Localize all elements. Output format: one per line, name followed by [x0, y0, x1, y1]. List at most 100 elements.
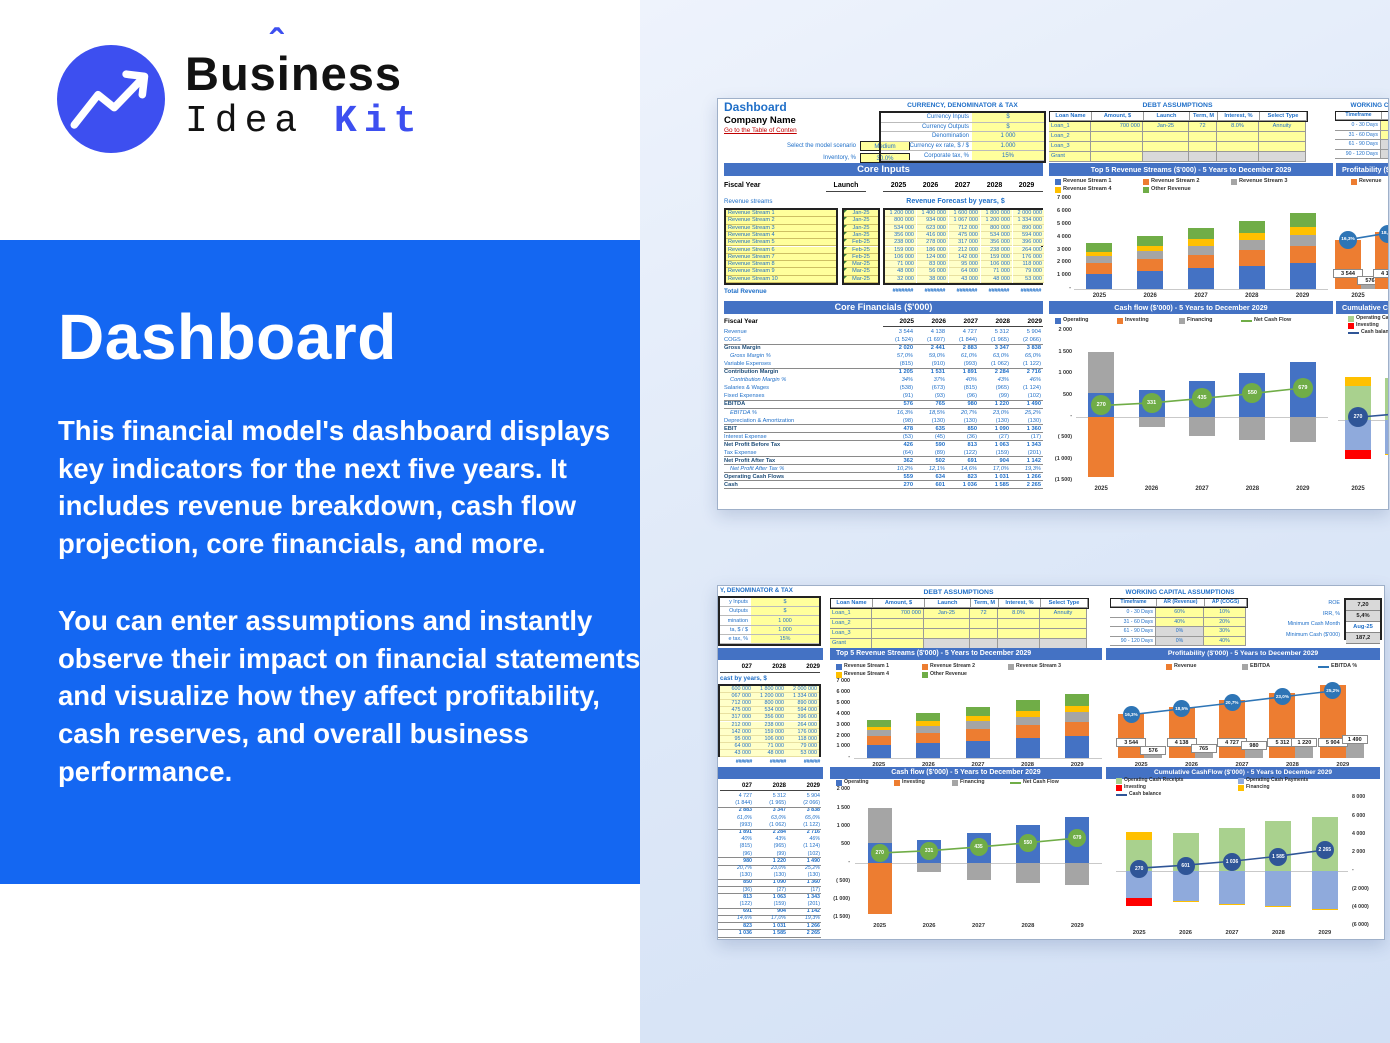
forecast-value[interactable]: 278 000	[917, 239, 948, 247]
table-cell[interactable]	[1189, 142, 1217, 152]
table-cell[interactable]: 10%	[1204, 608, 1246, 618]
forecast-value[interactable]: 124 000	[917, 253, 948, 262]
table-cell[interactable]: 60%	[1156, 608, 1204, 618]
stream-launch[interactable]: Mar-25	[844, 261, 878, 269]
table-cell[interactable]	[998, 619, 1040, 629]
forecast-value[interactable]: 238 000	[981, 246, 1012, 254]
table-cell[interactable]: 40%	[1156, 617, 1204, 627]
forecast-value[interactable]: 594 000	[1013, 231, 1044, 240]
currency-block-value[interactable]: 15%	[972, 151, 1044, 160]
forecast-value[interactable]: 79 000	[786, 742, 819, 750]
forecast-value[interactable]: 1 600 000	[949, 210, 980, 218]
stream-name[interactable]: Revenue Stream 4	[726, 231, 836, 240]
forecast-value[interactable]: 890 000	[1013, 224, 1044, 232]
forecast-value[interactable]: 2 000 000	[1013, 210, 1044, 218]
table-cell[interactable]	[1040, 629, 1087, 639]
table-cell[interactable]	[1217, 152, 1259, 162]
forecast-value[interactable]: 600 000	[720, 686, 753, 694]
table-cell[interactable]: Jan-25	[924, 609, 970, 619]
forecast-value[interactable]: 1 067 000	[949, 217, 980, 225]
forecast-value[interactable]: 212 000	[720, 721, 753, 729]
forecast-value[interactable]: 159 000	[753, 728, 786, 736]
stream-launch[interactable]: Feb-25	[844, 253, 878, 262]
forecast-value[interactable]: 1 334 000	[786, 693, 819, 701]
table-cell[interactable]: 700 000	[872, 609, 924, 619]
forecast-value[interactable]: 534 000	[981, 231, 1012, 240]
forecast-value[interactable]: 48 000	[753, 749, 786, 757]
forecast-value[interactable]: 106 000	[753, 735, 786, 743]
forecast-value[interactable]: 264 000	[1013, 246, 1044, 254]
table-cell[interactable]	[970, 619, 998, 629]
forecast-value[interactable]: 106 000	[981, 261, 1012, 269]
stream-name[interactable]: Revenue Stream 2	[726, 217, 836, 225]
table-cell[interactable]: Grant	[1049, 152, 1091, 162]
forecast-value[interactable]: 934 000	[917, 217, 948, 225]
forecast-value[interactable]: 238 000	[753, 721, 786, 729]
table-cell[interactable]: 72	[1189, 122, 1217, 132]
forecast-value[interactable]: 106 000	[885, 253, 916, 262]
forecast-value[interactable]: 238 000	[885, 239, 916, 247]
stream-name[interactable]: Revenue Stream 6	[726, 246, 836, 254]
forecast-value[interactable]: 317 000	[949, 239, 980, 247]
stream-launch[interactable]: Feb-25	[844, 246, 878, 254]
forecast-value[interactable]: 356 000	[981, 239, 1012, 247]
forecast-value[interactable]: 83 000	[917, 261, 948, 269]
forecast-value[interactable]: 1 200 000	[885, 210, 916, 218]
table-cell[interactable]: 40%	[1204, 636, 1246, 646]
table-cell[interactable]	[1143, 142, 1189, 152]
table-cell[interactable]	[1259, 152, 1306, 162]
y-block-value[interactable]: $	[751, 598, 819, 607]
table-cell[interactable]: 0%	[1156, 627, 1204, 637]
table-cell[interactable]: Loan_2	[1049, 132, 1091, 142]
stream-launch[interactable]: Mar-25	[844, 268, 878, 276]
table-cell[interactable]	[1091, 152, 1143, 162]
forecast-value[interactable]: 95 000	[949, 261, 980, 269]
forecast-value[interactable]: 623 000	[917, 224, 948, 232]
forecast-value[interactable]: 1 800 000	[753, 686, 786, 694]
table-cell[interactable]: Annuity	[1259, 122, 1306, 132]
forecast-value[interactable]: 1 800 000	[981, 210, 1012, 218]
table-cell[interactable]	[1217, 132, 1259, 142]
stream-name[interactable]: Revenue Stream 8	[726, 261, 836, 269]
forecast-value[interactable]: 32 000	[885, 275, 916, 283]
table-cell[interactable]: Loan_3	[1049, 142, 1091, 152]
table-cell[interactable]: 700 000	[1091, 122, 1143, 132]
currency-block-value[interactable]: 1 000	[972, 132, 1044, 141]
stream-launch[interactable]: Jan-25	[844, 231, 878, 240]
table-cell[interactable]	[1259, 142, 1306, 152]
y-block-value[interactable]: 1 000	[751, 616, 819, 625]
forecast-value[interactable]: 142 000	[949, 253, 980, 262]
stream-name[interactable]: Revenue Stream 5	[726, 239, 836, 247]
table-cell[interactable]: 8.0%	[1217, 122, 1259, 132]
table-cell[interactable]: 40%	[1381, 130, 1388, 140]
forecast-value[interactable]: 594 000	[786, 707, 819, 715]
stream-name[interactable]: Revenue Stream 1	[726, 210, 836, 218]
table-cell[interactable]	[1189, 132, 1217, 142]
forecast-value[interactable]: 118 000	[1013, 261, 1044, 269]
forecast-value[interactable]: 53 000	[1013, 275, 1044, 283]
forecast-value[interactable]: 71 000	[885, 261, 916, 269]
table-cell[interactable]	[1091, 132, 1143, 142]
forecast-value[interactable]: 186 000	[917, 246, 948, 254]
forecast-value[interactable]: 317 000	[720, 714, 753, 722]
table-cell[interactable]: Jan-25	[1143, 122, 1189, 132]
forecast-value[interactable]: 142 000	[720, 728, 753, 736]
y-block-value[interactable]: $	[751, 607, 819, 616]
forecast-value[interactable]: 64 000	[949, 268, 980, 276]
table-cell[interactable]: 0%	[1381, 140, 1388, 150]
table-cell[interactable]: Loan_2	[830, 619, 872, 629]
forecast-value[interactable]: 53 000	[786, 749, 819, 757]
table-cell[interactable]	[1040, 619, 1087, 629]
stream-name[interactable]: Revenue Stream 3	[726, 224, 836, 232]
forecast-value[interactable]: 79 000	[1013, 268, 1044, 276]
table-cell[interactable]: Loan_1	[830, 609, 872, 619]
table-cell[interactable]: 60%	[1381, 121, 1388, 131]
forecast-value[interactable]: 95 000	[720, 735, 753, 743]
forecast-value[interactable]: 176 000	[786, 728, 819, 736]
forecast-value[interactable]: 56 000	[917, 268, 948, 276]
table-cell[interactable]	[1259, 132, 1306, 142]
forecast-value[interactable]: 1 400 000	[917, 210, 948, 218]
forecast-value[interactable]: 48 000	[885, 268, 916, 276]
forecast-value[interactable]: 475 000	[720, 707, 753, 715]
forecast-value[interactable]: 71 000	[753, 742, 786, 750]
